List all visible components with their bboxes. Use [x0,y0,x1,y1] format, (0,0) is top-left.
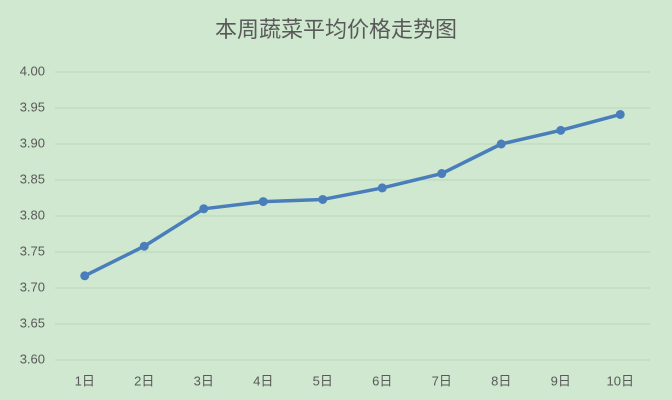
x-tick-label: 9日 [551,373,571,388]
y-tick-label: 4.00 [20,63,45,78]
y-tick-label: 3.90 [20,135,45,150]
marker [437,169,447,179]
line [83,112,622,278]
marker [318,194,328,204]
marker [199,204,209,214]
y-tick-label: 3.80 [20,207,45,222]
marker [80,271,90,281]
y-tick-label: 3.95 [20,99,45,114]
y-tick-label: 3.75 [20,243,45,258]
y-tick-label: 3.85 [20,171,45,186]
x-tick-label: 8日 [491,373,511,388]
marker [139,241,149,251]
y-tick-label: 3.65 [20,315,45,330]
x-tick-label: 7日 [432,373,452,388]
x-tick-label: 10日 [607,373,634,388]
marker [377,183,387,193]
chart-title: 本周蔬菜平均价格走势图 [215,17,457,42]
x-tick-label: 1日 [75,373,95,388]
x-tick-label: 2日 [134,373,154,388]
marker [615,109,625,119]
y-tick-label: 3.70 [20,279,45,294]
x-tick-label: 6日 [372,373,392,388]
marker [496,139,506,149]
y-tick-label: 3.60 [20,351,45,366]
x-tick-label: 5日 [313,373,333,388]
marker [556,125,566,135]
marker [258,197,268,207]
x-tick-label: 3日 [194,373,214,388]
x-tick-label: 4日 [253,373,273,388]
